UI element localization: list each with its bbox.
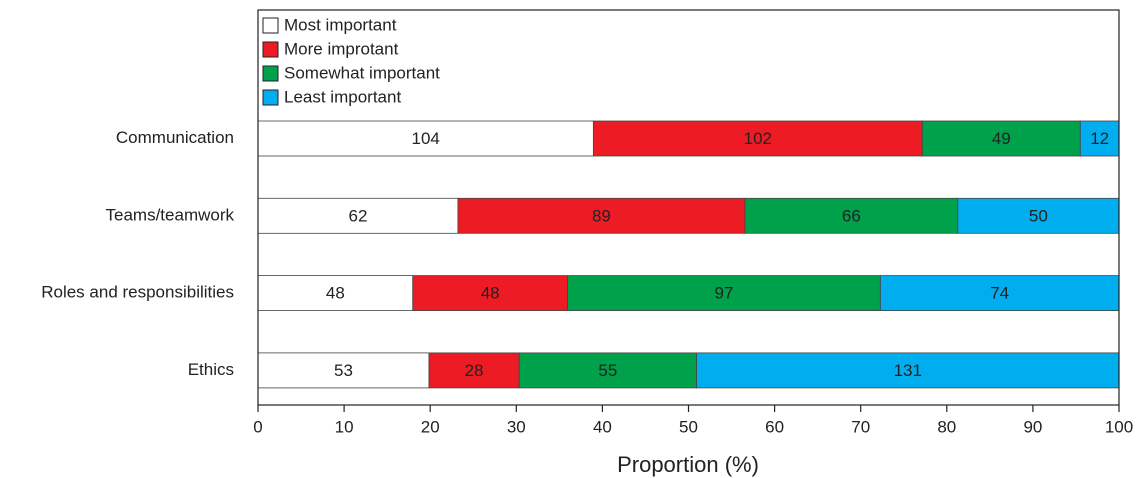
data-label: 62 bbox=[349, 206, 368, 225]
data-label: 28 bbox=[465, 361, 484, 380]
x-tick-label: 20 bbox=[421, 417, 440, 436]
data-label: 97 bbox=[715, 284, 734, 303]
bar-segment bbox=[257, 352, 430, 389]
bar-segment bbox=[518, 352, 697, 389]
legend-swatch bbox=[262, 65, 279, 82]
bar-segment bbox=[257, 197, 459, 234]
x-tick-label: 40 bbox=[593, 417, 612, 436]
legend-swatch bbox=[262, 89, 279, 106]
bar-segment bbox=[412, 275, 568, 312]
data-label: 50 bbox=[1029, 206, 1048, 225]
y-tick-label: Teams/teamwork bbox=[106, 205, 235, 224]
x-tick-label: 60 bbox=[765, 417, 784, 436]
data-label: 55 bbox=[598, 361, 617, 380]
bar-segment bbox=[1079, 120, 1120, 157]
bar-segment bbox=[879, 275, 1120, 312]
data-label: 102 bbox=[744, 129, 772, 148]
legend-label: Most important bbox=[284, 15, 397, 34]
x-tick-label: 30 bbox=[507, 417, 526, 436]
data-label: 89 bbox=[592, 206, 611, 225]
legend-label: Least important bbox=[284, 87, 401, 106]
legend-swatch bbox=[262, 17, 279, 34]
data-label: 66 bbox=[842, 206, 861, 225]
y-tick-label: Ethics bbox=[188, 360, 234, 379]
data-label: 131 bbox=[894, 361, 922, 380]
legend-swatch bbox=[262, 41, 279, 58]
data-label: 53 bbox=[334, 361, 353, 380]
legend-label: Somewhat important bbox=[284, 63, 440, 82]
y-tick-label: Communication bbox=[116, 128, 234, 147]
x-tick-label: 10 bbox=[335, 417, 354, 436]
plot-frame bbox=[257, 9, 1120, 406]
bar-segment bbox=[257, 120, 594, 157]
bar-segment bbox=[457, 197, 746, 234]
legend-label: More improtant bbox=[284, 39, 399, 58]
data-label: 12 bbox=[1090, 129, 1109, 148]
x-tick-label: 50 bbox=[679, 417, 698, 436]
bar-segment bbox=[744, 197, 959, 234]
data-label: 48 bbox=[326, 284, 345, 303]
data-label: 49 bbox=[992, 129, 1011, 148]
x-tick-label: 100 bbox=[1105, 417, 1133, 436]
data-label: 104 bbox=[411, 129, 439, 148]
bar-segment bbox=[696, 352, 1120, 389]
bar-segment bbox=[592, 120, 923, 157]
y-tick-label: Roles and responsibilities bbox=[41, 283, 234, 302]
x-tick-label: 80 bbox=[937, 417, 956, 436]
bar-segment bbox=[428, 352, 520, 389]
bar-segment bbox=[567, 275, 881, 312]
x-tick-label: 90 bbox=[1023, 417, 1042, 436]
data-label: 74 bbox=[990, 284, 1009, 303]
x-tick-label: 0 bbox=[253, 417, 262, 436]
bar-segment bbox=[257, 275, 414, 312]
x-axis-title: Proportion (%) bbox=[617, 452, 759, 477]
x-tick-label: 70 bbox=[851, 417, 870, 436]
data-label: 48 bbox=[481, 284, 500, 303]
